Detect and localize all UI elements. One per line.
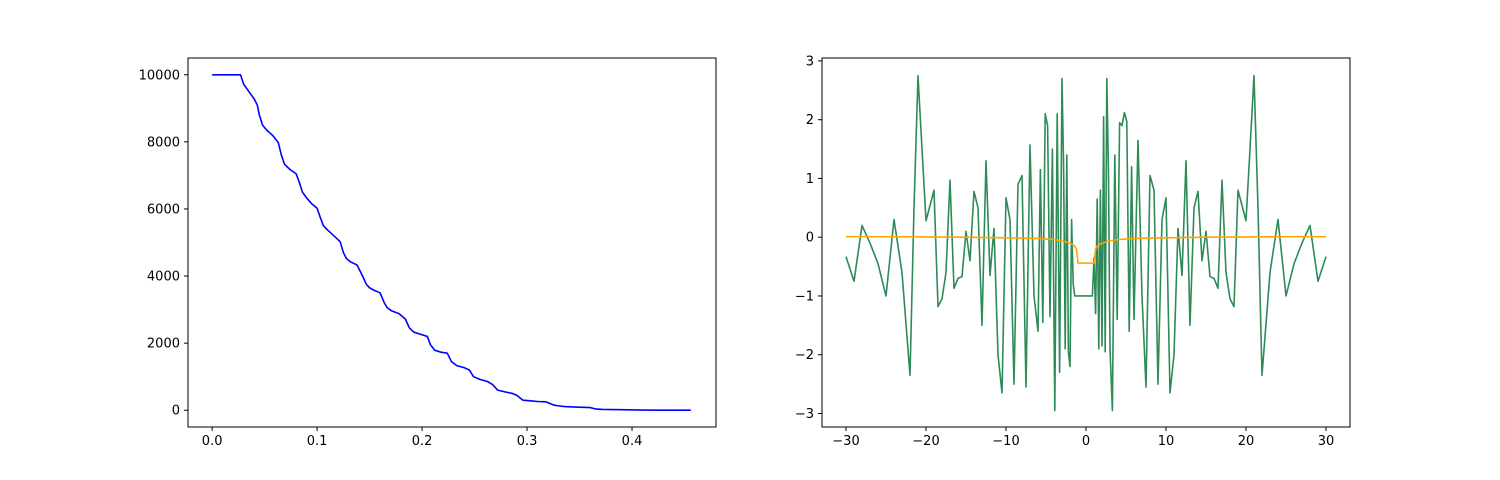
right-chart-y-tick-label: 1 (806, 172, 814, 187)
left-chart: 0.0 0.1 0.2 0.3 0.4 0 2000 4000 6000 8000 10000 (139, 57, 717, 449)
left-chart-y-tick-label: 8000 (147, 135, 180, 150)
right-chart-y-tick-label: −3 (795, 407, 814, 422)
right-chart-y-tick-label: −1 (795, 289, 814, 304)
left-chart-y-tick-label: 2000 (147, 337, 180, 352)
right-chart-y-tick-label: 3 (806, 54, 814, 69)
left-chart-x-tick-label: 0.3 (517, 434, 538, 449)
right-chart-x-tick-label: −10 (992, 434, 1019, 449)
left-chart-x-tick-label: 0.1 (307, 434, 328, 449)
right-chart-y-tick-label: 2 (806, 113, 814, 128)
left-chart-series-1-line (212, 73, 691, 412)
right-chart-y-tick-label: 0 (806, 231, 814, 246)
left-chart-frame (187, 57, 717, 428)
right-chart-x-tick-label: 20 (1238, 434, 1255, 449)
left-chart-x-tick-label: 0.0 (202, 434, 223, 449)
right-chart-series-layer (845, 74, 1327, 412)
right-chart-y-tick-label: −2 (795, 348, 814, 363)
right-chart-x-tick-label: −20 (912, 434, 939, 449)
left-chart-series-layer (212, 73, 691, 412)
left-chart-x-tick-label: 0.2 (412, 434, 433, 449)
left-chart-x-tick-label: 0.4 (622, 434, 643, 449)
left-chart-y-tick-label: 10000 (139, 68, 180, 83)
left-chart-y-tick-label: 0 (172, 404, 180, 419)
right-chart-x-tick-label: 10 (1158, 434, 1175, 449)
left-chart-y-tick-label: 6000 (147, 202, 180, 217)
left-chart-axes: 0.0 0.1 0.2 0.3 0.4 0 2000 4000 6000 8000 10000 (139, 68, 643, 449)
left-chart-y-tick-label: 4000 (147, 270, 180, 285)
right-chart-series-1-line (845, 74, 1327, 412)
right-chart-series-2-line (845, 235, 1327, 264)
right-chart-x-tick-label: 30 (1318, 434, 1335, 449)
right-chart-x-tick-label: 0 (1082, 434, 1090, 449)
right-chart-x-tick-label: −30 (832, 434, 859, 449)
